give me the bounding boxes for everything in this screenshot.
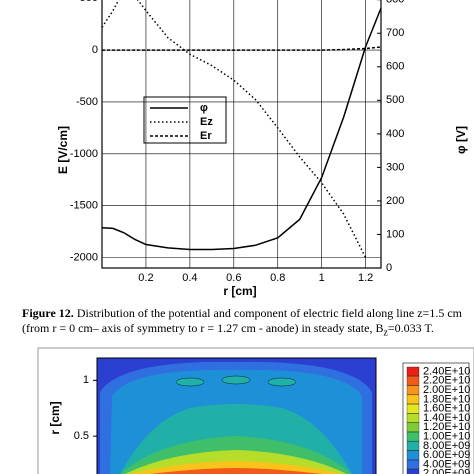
colorbar-label: 2.20E+10 [423,375,470,387]
y2-axis-label: φ [V] [454,126,468,154]
y2-tick-label: 0 [386,262,392,274]
y-tick-label: 500 [80,0,98,4]
colorbar-label: 1.00E+10 [423,431,470,443]
x-tick-label: 1.2 [358,272,373,284]
legend-label: Ez [200,116,213,128]
colorbar-swatch [406,450,420,460]
y2-tick-label: 500 [386,94,404,106]
colorbar-label: 1.40E+10 [423,412,470,424]
y2-tick-label: 100 [386,228,404,240]
y-tick-label: 0 [92,44,98,56]
series-line [102,46,382,51]
y-tick-label: -1000 [70,148,98,160]
colorbar-label: 2.00E+09 [423,468,470,474]
contour-y-label: r [cm] [48,401,62,434]
colorbar-label: 1.80E+10 [423,393,470,405]
colorbar-swatch [406,459,420,470]
x-tick-label: 0.2 [138,272,153,284]
colorbar-swatch [406,413,420,423]
colorbar-swatch [406,376,420,386]
y2-tick-label: 300 [386,161,404,173]
x-tick-label: 0.6 [226,272,241,284]
y-tick-label: -500 [76,96,98,108]
y-axis-label: E [V/cm] [56,126,70,174]
colorbar-swatch [406,385,420,395]
y-tick-label: 1 [83,374,89,386]
figure-frame [37,347,474,474]
x-axis-label: r [cm] [223,284,256,298]
caption-text: Distribution of the potential and compon… [22,306,462,335]
x-tick-label: 0.4 [182,272,197,284]
caption-end: =0.033 T. [387,321,434,335]
colorbar-label: 6.00E+09 [423,449,470,461]
caption-text-block: Figure 12. Distribution of the potential… [22,306,462,340]
series-line [101,7,382,251]
colorbar-label: 1.60E+10 [423,403,470,415]
colorbar-label: 8.00E+09 [423,440,470,452]
legend-label: Er [200,130,212,142]
contour-band [175,377,205,387]
contour-band [221,375,251,385]
colorbar-label: 2.00E+10 [423,384,470,396]
plot-frame [101,0,382,269]
colorbar-swatch [406,441,420,451]
caption-box: Figure 12. Distribution of the potential… [22,306,462,340]
colorbar-swatch [406,422,420,432]
y-tick-label: -2000 [70,252,98,264]
colorbar-label: 1.20E+10 [423,421,470,433]
colorbar-swatch [406,394,420,405]
colorbar-swatch [406,404,420,414]
caption-sub: z [383,327,388,339]
y2-tick-label: 400 [386,128,404,140]
colorbar-swatch [406,366,420,377]
contour-field [97,358,376,474]
x-tick-label: 1 [319,272,325,284]
plot-frame [96,357,377,474]
colorbar-swatch [406,469,420,474]
y2-tick-label: 800 [386,0,404,6]
caption-label: Figure 12. [22,306,74,320]
colorbar-swatch [406,431,420,442]
y-tick-label: 0.5 [74,430,89,442]
legend-box [143,96,227,144]
x-tick-label: 0.8 [270,272,285,284]
y2-tick-label: 200 [386,195,404,207]
y-tick-label: -1500 [70,200,98,212]
y2-tick-label: 600 [386,61,404,73]
y2-tick-label: 700 [386,27,404,39]
colorbar-label: 4.00E+09 [423,458,470,470]
legend-label: φ [200,102,208,114]
contour-band [267,377,297,387]
colorbar-label: 2.40E+10 [423,365,470,377]
series-line [101,0,367,258]
contour-band [150,468,322,474]
